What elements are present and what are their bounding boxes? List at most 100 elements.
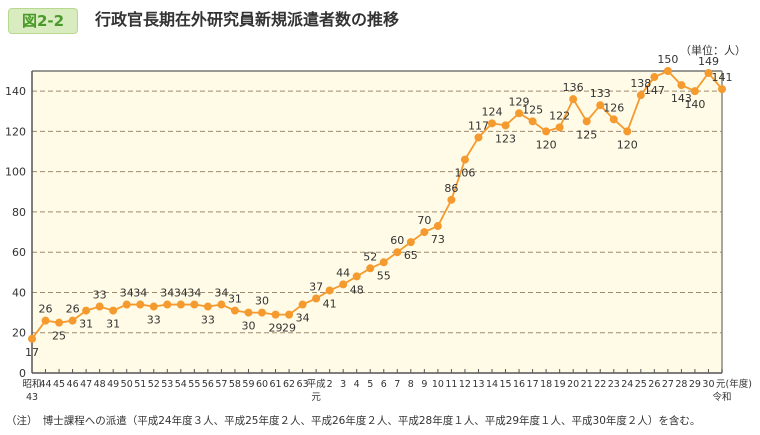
data-point	[609, 115, 618, 124]
figure-label: 図2-2	[8, 8, 78, 34]
data-point	[663, 67, 672, 75]
data-label: 17	[25, 346, 39, 359]
x-tick-label: 18	[540, 379, 552, 390]
data-point	[55, 318, 64, 327]
data-label: 55	[377, 269, 391, 282]
x-tick-label: 30	[702, 379, 714, 390]
data-point	[149, 302, 158, 311]
data-label: 30	[255, 295, 269, 308]
x-tick-label: 46	[67, 379, 79, 390]
data-point	[406, 238, 415, 247]
data-label: 31	[228, 293, 242, 306]
data-label: 44	[336, 266, 350, 279]
x-tick-label: 25	[635, 379, 647, 390]
data-label: 125	[522, 103, 543, 116]
chart-title: 行政官長期在外研究員新規派遣者数の推移	[95, 10, 400, 29]
x-tick-label: 44	[39, 379, 51, 390]
data-point	[339, 280, 348, 289]
data-point	[582, 117, 591, 126]
data-label: 30	[241, 320, 255, 333]
data-point	[474, 133, 483, 142]
data-label: 33	[201, 314, 215, 327]
data-label: 122	[549, 109, 570, 122]
data-point	[203, 302, 212, 311]
x-tick-label: 49	[107, 379, 119, 390]
data-point	[68, 316, 77, 325]
x-tick-label: 62	[283, 379, 295, 390]
x-tick-label: 20	[567, 379, 579, 390]
x-tick-label: 56	[202, 379, 214, 390]
data-point	[95, 302, 104, 311]
data-point	[163, 300, 172, 309]
data-point	[555, 123, 564, 132]
footnote: （注） 博士課程への派遣（平成24年度３人、平成25年度２人、平成26年度２人、…	[6, 415, 701, 427]
data-point	[176, 300, 185, 309]
x-tick-label: 52	[148, 379, 160, 390]
data-point	[433, 222, 442, 231]
x-tick-label: 2	[327, 379, 333, 390]
x-tick-label: 3	[340, 379, 346, 390]
x-tick-label: 17	[527, 379, 539, 390]
x-tick-label: 57	[215, 379, 227, 390]
data-label: 34	[187, 287, 201, 300]
x-tick-sublabel: 43	[26, 392, 38, 403]
x-tick-label: 61	[269, 379, 281, 390]
x-tick-label: 26	[648, 379, 660, 390]
y-tick-label: 100	[5, 166, 26, 179]
data-line	[31, 69, 723, 340]
data-label: 34	[296, 312, 310, 325]
x-tick-label: 47	[80, 379, 92, 390]
data-label: 29	[282, 322, 296, 335]
data-point	[244, 308, 253, 317]
x-tick-label: 13	[472, 379, 484, 390]
data-point	[285, 310, 294, 319]
data-label: 143	[671, 92, 692, 105]
data-point	[379, 258, 388, 267]
x-tick-label: 27	[662, 379, 674, 390]
x-tick-label: 22	[594, 379, 606, 390]
data-label: 138	[630, 77, 651, 90]
data-label: 123	[495, 132, 516, 145]
data-label: 31	[106, 318, 120, 331]
y-tick-label: 60	[12, 246, 26, 259]
x-tick-label: 54	[175, 379, 187, 390]
data-label: 140	[684, 98, 705, 111]
data-label: 34	[133, 287, 147, 300]
data-point	[650, 73, 659, 82]
data-point	[28, 334, 36, 343]
data-point	[41, 316, 50, 325]
data-label: 120	[617, 138, 638, 151]
data-point	[325, 286, 334, 295]
data-point	[109, 306, 118, 315]
data-point	[258, 308, 266, 317]
data-point	[460, 155, 469, 164]
data-label: 125	[576, 128, 597, 141]
data-label: 33	[147, 314, 161, 327]
data-label: 37	[309, 281, 323, 294]
data-label: 117	[468, 119, 489, 132]
data-label: 124	[482, 105, 503, 118]
data-label: 141	[712, 71, 733, 84]
data-label: 126	[603, 101, 624, 114]
data-label: 133	[590, 87, 611, 100]
x-tick-label: 29	[689, 379, 701, 390]
data-point	[488, 119, 496, 128]
data-point	[217, 300, 226, 309]
data-label: 26	[39, 303, 53, 316]
data-point	[190, 300, 199, 309]
data-point	[636, 91, 645, 100]
x-tick-label: 元(年度)	[716, 378, 752, 390]
data-point	[447, 195, 456, 204]
unit-label: （単位：人）	[680, 44, 746, 57]
x-tick-label: 24	[621, 379, 633, 390]
data-label: 106	[454, 167, 475, 180]
data-label: 120	[536, 138, 557, 151]
x-tick-label: 昭和	[22, 379, 41, 390]
x-tick-label: 12	[459, 379, 471, 390]
data-label: 149	[698, 55, 719, 68]
data-label: 52	[363, 250, 377, 263]
data-label: 29	[269, 322, 283, 335]
x-tick-sublabel: 元	[311, 392, 321, 403]
data-point	[596, 101, 605, 110]
